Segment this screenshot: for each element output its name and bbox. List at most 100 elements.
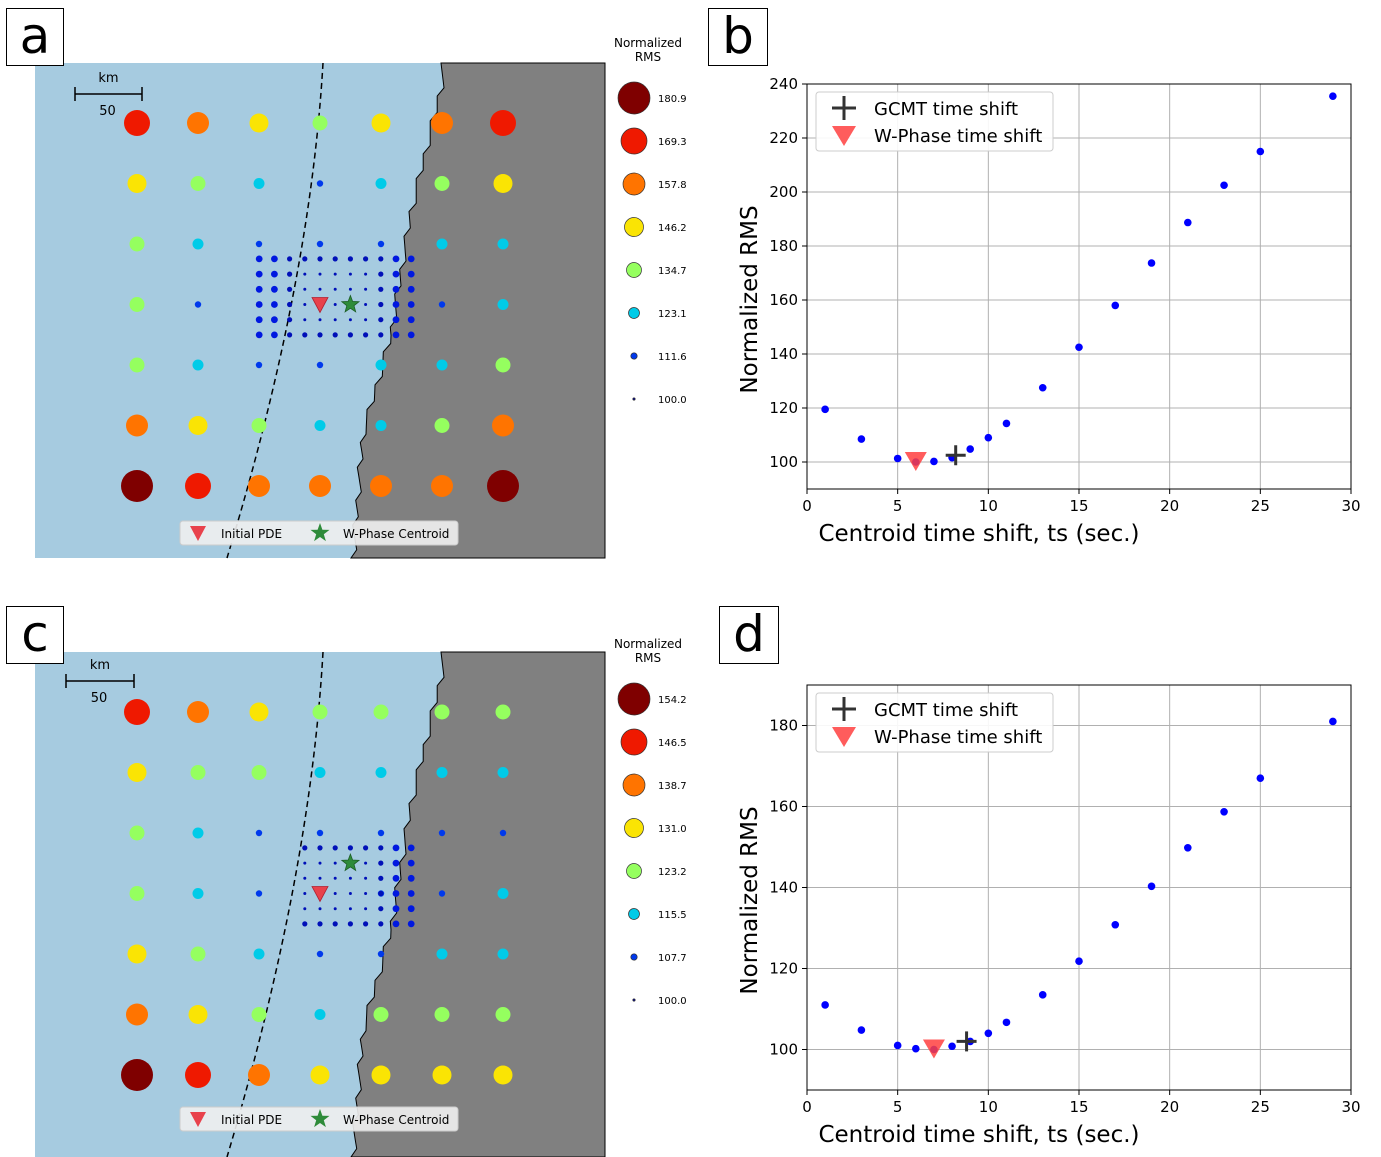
grid-point — [434, 1007, 450, 1022]
x-tick-label: 20 — [1160, 1098, 1179, 1116]
grid-point — [194, 301, 202, 308]
fine-grid-point — [407, 331, 415, 339]
fine-grid-point — [303, 272, 307, 276]
fine-grid-point — [378, 860, 384, 866]
legend-wphase-label: W-Phase time shift — [874, 727, 1042, 748]
grid-point — [492, 414, 514, 437]
y-tick-label: 140 — [769, 879, 798, 897]
fine-grid-point — [364, 303, 368, 306]
map-panel-a: km 50 Initial PDE W-Phase Centroid — [35, 62, 606, 559]
grid-point — [495, 357, 511, 373]
fine-grid-point — [378, 317, 384, 323]
legend-size-marker — [617, 81, 651, 115]
fine-grid-point — [407, 316, 415, 324]
fine-grid-point — [271, 331, 278, 339]
data-point — [1147, 882, 1156, 891]
fine-grid-point — [392, 874, 400, 882]
fine-grid-point — [255, 301, 263, 308]
legend-size-marker — [628, 908, 640, 920]
grid-point — [371, 1065, 391, 1085]
pde-triangle — [311, 297, 329, 314]
y-tick-label: 180 — [769, 237, 798, 255]
legend-size-label: 138.7 — [658, 781, 687, 792]
fine-grid-point — [302, 921, 308, 927]
fine-grid-point — [271, 301, 278, 308]
grid-point — [127, 174, 147, 193]
land — [350, 62, 606, 559]
legend-size-marker — [626, 863, 642, 879]
grid-point — [192, 888, 204, 899]
wphase-marker — [922, 1039, 945, 1059]
fine-grid-point — [271, 255, 278, 263]
fine-grid-point — [378, 890, 384, 897]
fine-grid-point — [317, 921, 323, 927]
fine-grid-point — [303, 861, 307, 865]
fine-grid-point — [318, 318, 322, 322]
fine-grid-point — [348, 272, 352, 276]
data-point — [1329, 717, 1337, 726]
x-tick-label: 15 — [1069, 1098, 1088, 1116]
legend-size-label: 100.0 — [658, 395, 687, 406]
fine-grid-point — [303, 892, 307, 895]
data-point — [821, 1001, 829, 1009]
fine-grid-point — [332, 845, 338, 851]
data-point — [1220, 181, 1228, 190]
grid-point — [127, 944, 147, 964]
grid-point — [129, 357, 145, 373]
legend-pde-label: Initial PDE — [221, 1113, 282, 1127]
legend-pde-label: Initial PDE — [221, 527, 282, 541]
grid-point — [377, 240, 385, 248]
legend-size-marker — [620, 127, 648, 155]
legend-size-marker — [630, 953, 638, 961]
x-tick-label: 5 — [893, 497, 903, 515]
y-tick-label: 180 — [769, 717, 798, 735]
fine-grid-point — [317, 332, 323, 338]
fine-grid-point — [364, 907, 368, 911]
grid-point — [190, 946, 206, 962]
legend-wphase-label: W-Phase time shift — [874, 126, 1042, 147]
x-tick-label: 30 — [1341, 1098, 1360, 1116]
panel-label-a: a — [6, 8, 64, 66]
fine-grid-point — [287, 301, 293, 308]
panel-label-c: c — [6, 606, 64, 664]
data-point — [857, 435, 866, 443]
x-tick-label: 20 — [1160, 497, 1179, 515]
legend-size-label: 123.2 — [658, 867, 687, 878]
fine-grid-point — [364, 287, 368, 291]
data-point — [912, 1044, 920, 1053]
data-point — [1075, 957, 1083, 966]
panel-label-b: b — [708, 8, 768, 66]
fine-grid-point — [333, 876, 337, 880]
legend-size-marker — [626, 262, 642, 278]
fine-grid-point — [378, 256, 384, 262]
legend-title: Normalized — [614, 637, 682, 651]
fine-grid-point — [287, 256, 293, 262]
grid-point — [310, 1065, 330, 1085]
grid-point — [185, 1062, 211, 1088]
grid-point — [249, 702, 269, 722]
grid-point — [187, 112, 209, 134]
fine-grid-point — [348, 907, 352, 911]
y-tick-label: 140 — [769, 345, 798, 363]
legend-centroid-star — [310, 1109, 330, 1128]
legend-centroid-star — [310, 523, 330, 542]
grid-point — [438, 890, 446, 897]
fine-grid-point — [303, 287, 307, 291]
legend-size-label: 146.2 — [658, 223, 687, 234]
data-point — [930, 457, 938, 466]
fine-grid-point — [318, 907, 322, 911]
fine-grid-point — [332, 921, 338, 927]
fine-grid-point — [378, 301, 384, 308]
data-point — [857, 1026, 866, 1034]
legend-size-label: 169.3 — [658, 137, 687, 148]
fine-grid-point — [392, 920, 400, 928]
fine-grid-point — [378, 906, 384, 912]
legend-wphase-marker — [832, 727, 856, 747]
legend-size-marker — [632, 397, 636, 401]
grid-point — [371, 113, 391, 133]
x-tick-label: 0 — [802, 1098, 812, 1116]
fine-grid-point — [303, 907, 307, 911]
fine-grid-point — [255, 270, 263, 278]
